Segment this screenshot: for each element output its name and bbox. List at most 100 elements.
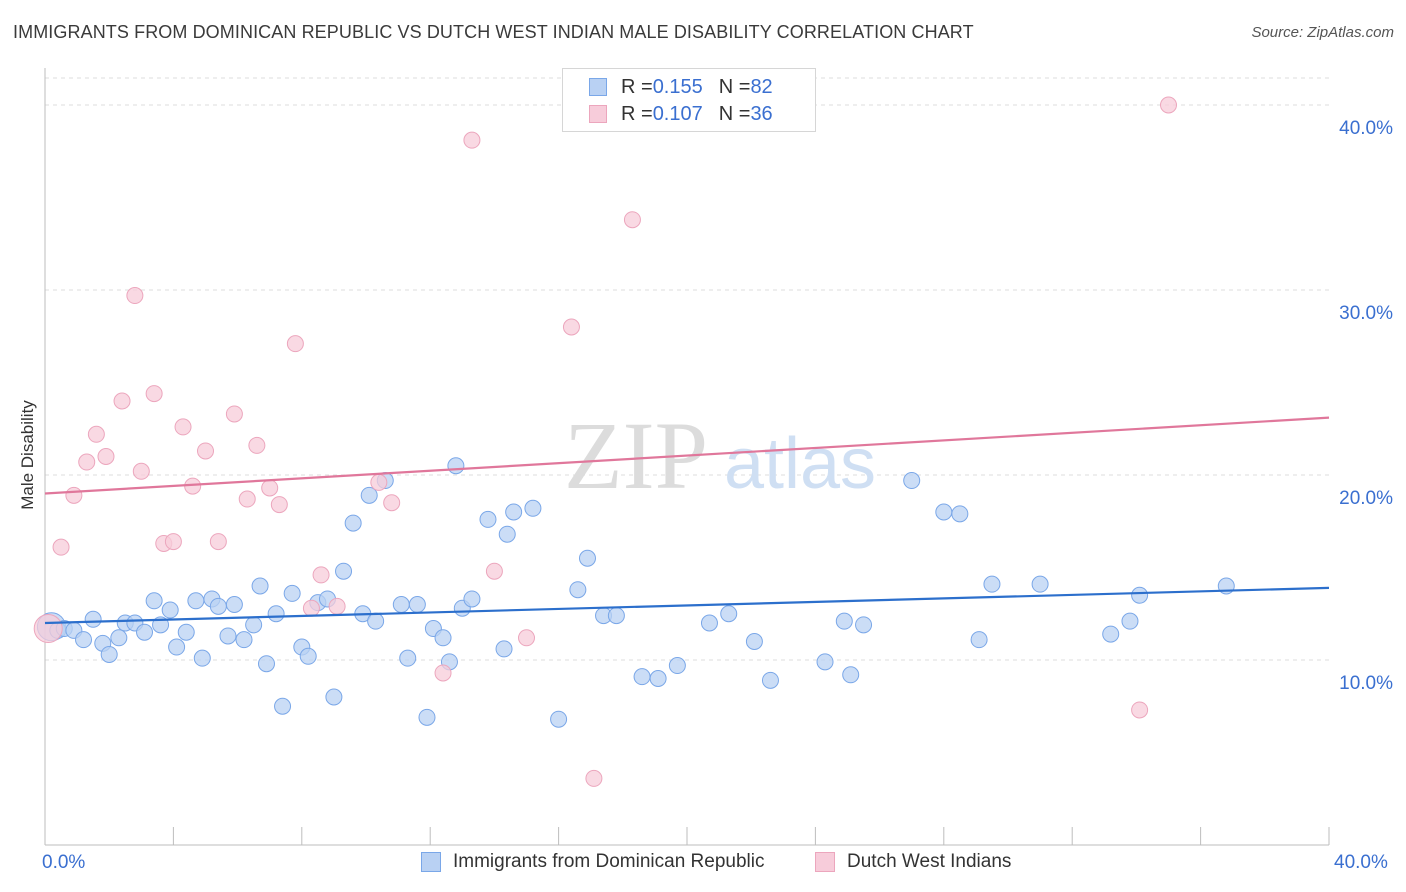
- point-dutch: [33, 614, 63, 644]
- point-dominican: [633, 668, 651, 686]
- legend-label-dutch: Dutch West Indians: [847, 851, 1012, 872]
- point-dominican: [84, 610, 102, 628]
- point-dominican: [251, 577, 269, 595]
- point-dominican: [193, 649, 211, 667]
- point-dominican: [447, 457, 465, 475]
- point-dominican: [816, 653, 834, 671]
- point-dutch: [238, 490, 256, 508]
- point-dominican: [257, 655, 275, 673]
- point-dominican: [903, 472, 921, 490]
- legend-item-dutch: Dutch West Indians: [815, 851, 1011, 873]
- point-dutch: [1160, 96, 1177, 114]
- point-dominican: [524, 499, 542, 517]
- legend-r-value: 0.107: [652, 102, 703, 125]
- point-dominican: [970, 631, 988, 649]
- point-dutch: [174, 418, 192, 436]
- axes: [44, 68, 1330, 846]
- point-dominican: [274, 697, 292, 715]
- watermark: ZIP atlas: [564, 402, 876, 509]
- y-tick-label: 30.0%: [1339, 303, 1393, 324]
- point-dutch: [585, 769, 603, 787]
- point-dutch: [463, 131, 481, 149]
- point-dutch: [312, 566, 330, 584]
- point-dutch: [65, 486, 83, 504]
- point-dominican: [145, 592, 163, 610]
- point-dominican: [209, 597, 227, 615]
- point-dominican: [267, 605, 285, 623]
- y-tick-label: 10.0%: [1339, 673, 1393, 694]
- legend-label-dominican: Immigrants from Dominican Republic: [453, 851, 765, 872]
- point-dominican: [498, 525, 516, 543]
- point-dominican: [550, 710, 568, 728]
- point-dutch: [113, 392, 131, 410]
- point-dominican: [136, 623, 154, 641]
- y-tick-label: 40.0%: [1339, 118, 1393, 139]
- point-dutch: [164, 533, 182, 551]
- trend-line-dominican: [44, 586, 1330, 625]
- trend-line-dutch: [44, 416, 1330, 495]
- legend-n-value: 36: [750, 102, 773, 125]
- legend-n-label: N =: [718, 102, 751, 125]
- legend-r-value: 0.155: [652, 75, 703, 98]
- data-points: [33, 96, 1235, 787]
- point-dutch: [518, 629, 535, 647]
- point-dominican: [187, 592, 205, 610]
- point-dominican: [219, 627, 237, 645]
- point-dominican: [110, 629, 128, 647]
- point-dominican: [700, 614, 718, 632]
- chart-title: IMMIGRANTS FROM DOMINICAN REPUBLIC VS DU…: [13, 22, 974, 42]
- point-dutch: [248, 436, 266, 454]
- point-dominican: [367, 612, 385, 630]
- point-dutch: [97, 448, 115, 465]
- point-dutch: [434, 664, 452, 682]
- point-dominican: [1102, 625, 1120, 643]
- point-dutch: [383, 494, 401, 512]
- legend-swatch-dutch: [589, 105, 607, 123]
- point-dominican: [392, 596, 410, 613]
- chart-source: Source: ZipAtlas.com: [1251, 24, 1394, 41]
- watermark-atlas: atlas: [724, 424, 876, 504]
- point-dominican: [344, 514, 362, 532]
- point-dominican: [75, 631, 93, 649]
- point-dominican: [399, 649, 417, 667]
- stats-legend: R = 0.155 N = 82 R = 0.107 N = 36: [562, 68, 816, 132]
- point-dominican: [668, 657, 686, 675]
- point-dominican: [505, 503, 523, 521]
- point-dominican: [935, 503, 953, 521]
- point-dutch: [270, 496, 288, 514]
- point-dutch: [562, 318, 580, 336]
- legend-r-label: R =: [621, 75, 653, 98]
- x-tick-label-min: 0.0%: [42, 852, 86, 873]
- point-dominican: [649, 670, 667, 687]
- point-dutch: [52, 538, 70, 556]
- point-dominican: [1121, 612, 1139, 630]
- point-dominican: [951, 505, 969, 523]
- point-dutch: [286, 335, 304, 353]
- point-dominican: [325, 688, 343, 706]
- point-dominican: [177, 623, 195, 641]
- point-dutch: [197, 442, 214, 460]
- point-dominican: [479, 510, 497, 528]
- point-dutch: [132, 462, 150, 480]
- legend-item-dominican: Immigrants from Dominican Republic: [421, 851, 765, 873]
- x-tick-label-max: 40.0%: [1334, 852, 1388, 873]
- point-dominican: [761, 671, 779, 689]
- point-dominican: [360, 486, 378, 504]
- point-dominican: [1031, 575, 1049, 593]
- point-dominican: [720, 605, 738, 623]
- point-dominican: [463, 590, 481, 608]
- point-dominican: [569, 581, 587, 599]
- legend-r-label: R =: [621, 102, 653, 125]
- point-dutch: [209, 533, 227, 551]
- point-dominican: [607, 607, 625, 625]
- legend-n-value: 82: [750, 75, 773, 98]
- legend-swatch-dutch: [815, 852, 835, 872]
- point-dominican: [434, 629, 452, 647]
- point-dutch: [78, 453, 96, 471]
- point-dominican: [161, 601, 179, 619]
- point-dominican: [225, 596, 243, 613]
- point-dutch: [87, 425, 105, 443]
- point-dominican: [578, 549, 596, 567]
- point-dominican: [418, 708, 436, 726]
